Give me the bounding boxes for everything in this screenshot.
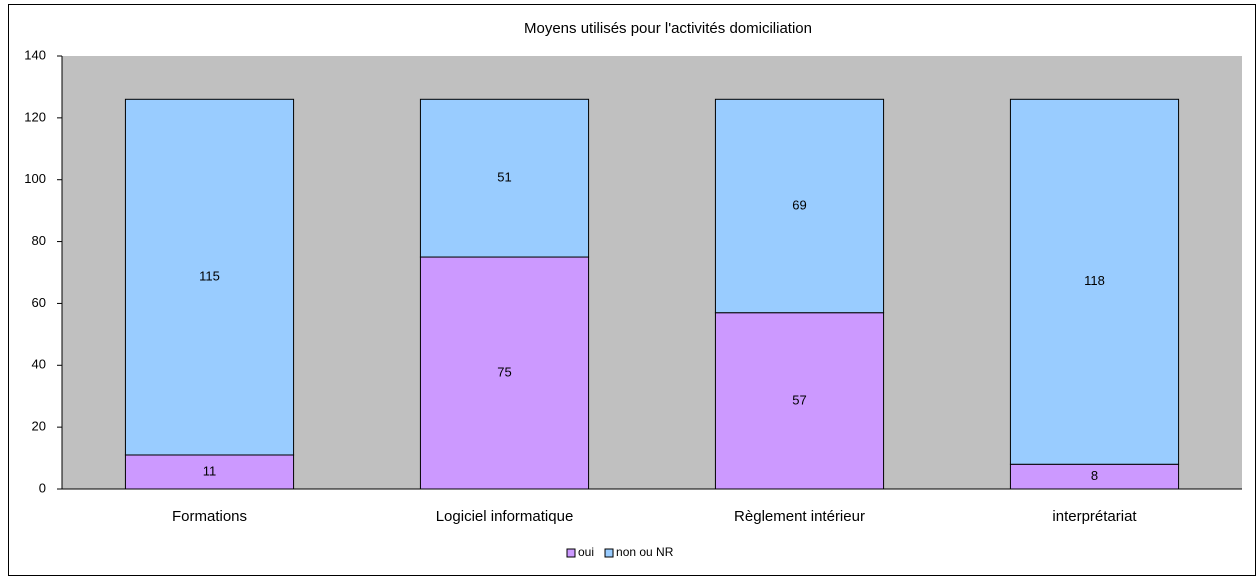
x-tick-label: Formations	[172, 508, 247, 525]
bar-segment	[1009, 463, 1180, 490]
legend-label: non ou NR	[616, 545, 674, 559]
legend-swatch	[604, 548, 614, 558]
data-label: 75	[497, 364, 511, 379]
bar-segment	[1009, 98, 1180, 465]
bar-segment	[714, 98, 885, 314]
data-label: 115	[199, 269, 220, 284]
y-tick-label: 40	[32, 357, 46, 372]
y-tick-label: 60	[32, 295, 46, 310]
y-tick-label: 20	[32, 419, 46, 434]
bar-segment	[124, 454, 295, 490]
y-tick-label: 140	[24, 47, 46, 62]
x-tick-label: interprétariat	[1052, 508, 1137, 525]
y-tick-label: 120	[24, 109, 46, 124]
bar-segment	[419, 256, 590, 490]
data-label: 57	[792, 392, 806, 407]
chart-title: Moyens utilisés pour l'activités domicil…	[524, 20, 812, 37]
y-tick-label: 0	[39, 480, 46, 495]
legend-swatch	[566, 548, 576, 558]
legend-label: oui	[578, 545, 594, 559]
bar-segment	[124, 98, 295, 456]
x-tick-label: Règlement intérieur	[734, 508, 865, 525]
data-label: 8	[1091, 468, 1098, 483]
data-label: 11	[203, 463, 217, 478]
data-label: 51	[497, 170, 511, 185]
data-label: 118	[1084, 273, 1105, 288]
x-tick-label: Logiciel informatique	[436, 508, 574, 525]
bar-segment	[714, 312, 885, 490]
y-tick-label: 80	[32, 233, 46, 248]
data-label: 69	[792, 197, 806, 212]
bar-segment	[419, 98, 590, 258]
y-tick-label: 100	[24, 171, 46, 186]
